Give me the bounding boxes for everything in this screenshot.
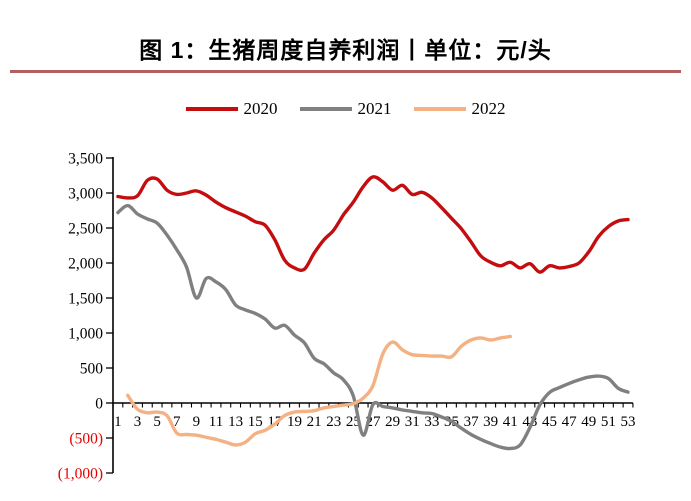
x-tick-label: 49 <box>581 414 596 430</box>
x-tick-label: 3 <box>134 414 142 430</box>
y-tick-label: 2,000 <box>68 256 103 273</box>
x-tick-label: 23 <box>326 414 341 430</box>
x-tick-label: 45 <box>542 414 557 430</box>
series-line-2022 <box>126 334 512 447</box>
x-tick-label: 21 <box>307 414 322 430</box>
legend-item-2021: 2021 <box>299 99 392 119</box>
x-tick-label: 5 <box>153 414 161 430</box>
x-tick-label: 53 <box>621 414 636 430</box>
series-line-2020 <box>116 175 630 274</box>
x-tick-label: 47 <box>562 414 578 430</box>
x-tick-label: 41 <box>503 414 518 430</box>
x-tick-label: 1 <box>114 414 122 430</box>
series-line-2021 <box>116 203 630 451</box>
x-tick-label: 9 <box>193 414 201 430</box>
legend-item-2022: 2022 <box>413 99 506 119</box>
legend-label-2020: 2020 <box>243 99 278 118</box>
x-tick-label: 29 <box>385 414 400 430</box>
x-tick-label: 19 <box>287 414 302 430</box>
y-tick-label: 3,500 <box>68 151 103 168</box>
y-tick-label: 2,500 <box>68 221 103 238</box>
chart-legend: 2020 2021 2022 <box>0 96 691 122</box>
x-tick-label: 33 <box>424 414 439 430</box>
x-tick-label: 15 <box>248 414 263 430</box>
legend-swatch-2021 <box>299 107 352 111</box>
x-tick-label: 13 <box>228 414 243 430</box>
legend-label-2021: 2021 <box>357 99 392 118</box>
legend-label-2022: 2022 <box>471 99 506 118</box>
legend-swatch-2020 <box>185 107 238 111</box>
y-tick-label: 1,500 <box>68 291 103 308</box>
legend-item-2020: 2020 <box>185 99 278 119</box>
y-tick-label: (500) <box>69 431 103 448</box>
y-tick-label: 3,000 <box>68 186 103 203</box>
x-tick-label: 39 <box>483 414 498 430</box>
y-tick-label: 0 <box>95 396 103 413</box>
legend-swatch-2022 <box>413 107 466 111</box>
y-tick-label: 1,000 <box>68 326 103 343</box>
y-tick-label: (1,000) <box>58 466 103 483</box>
x-tick-label: 31 <box>405 414 420 430</box>
title-underline <box>10 70 681 73</box>
x-tick-label: 7 <box>173 414 181 430</box>
chart-title: 图 1：生猪周度自养利润丨单位：元/头 <box>139 37 552 63</box>
x-tick-label: 11 <box>209 414 223 430</box>
x-tick-label: 51 <box>601 414 616 430</box>
x-tick-label: 37 <box>464 414 480 430</box>
y-tick-label: 500 <box>80 361 104 378</box>
